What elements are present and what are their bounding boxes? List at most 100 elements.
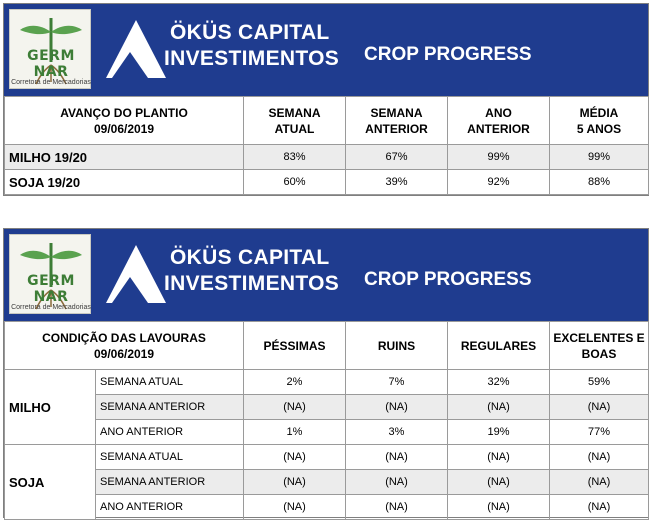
mountain-logo-icon [106, 245, 166, 303]
table-cell: 77% [549, 419, 649, 445]
table-cell: 32% [447, 369, 550, 395]
table-header-row: AVANÇO DO PLANTIO 09/06/2019 SEMANA ATUAL… [4, 96, 649, 145]
table-row: SOJA 19/20 60% 39% 92% 88% [4, 169, 649, 195]
column-header-line1: SEMANA [370, 105, 423, 120]
table-cell: (NA) [447, 469, 550, 495]
table-cell: (NA) [345, 494, 448, 520]
table-row: SOJA SEMANA ATUAL (NA) (NA) (NA) (NA) [4, 444, 649, 520]
column-header: SEMANA ANTERIOR [345, 96, 448, 145]
brand-subname: INVESTIMENTOS [164, 272, 340, 295]
logo-subtitle: Corretora de Mercadorias [11, 79, 91, 86]
column-header: EXCELENTES E BOAS [549, 321, 649, 370]
column-header: REGULARES [447, 321, 550, 370]
crop-condition-table: CONDIÇÃO DAS LAVOURAS 09/06/2019 PÉSSIMA… [4, 321, 649, 520]
table-row: SEMANA ANTERIOR (NA) (NA) (NA) (NA) [5, 469, 649, 495]
column-header-line1: REGULARES [460, 338, 537, 353]
brand-name: ÖKÜS CAPITAL [170, 21, 330, 44]
table-cell: (NA) [243, 394, 346, 420]
table-cell: 3% [345, 419, 448, 445]
table-row: ANO ANTERIOR (NA) (NA) (NA) (NA) [5, 494, 649, 520]
logo-word: GERM NAR [27, 48, 75, 80]
table-header-row: CONDIÇÃO DAS LAVOURAS 09/06/2019 PÉSSIMA… [4, 321, 649, 370]
table-cell: (NA) [345, 394, 448, 420]
planting-progress-panel: GERM NAR Corretora de Mercadorias ÖKÜS C… [3, 3, 649, 196]
table-cell: (NA) [243, 494, 346, 520]
table-cell: 19% [447, 419, 550, 445]
table-row: SEMANA ANTERIOR (NA) (NA) (NA) (NA) [5, 394, 649, 420]
column-header-line2: 5 ANOS [576, 121, 622, 136]
table-cell: 88% [549, 169, 649, 195]
planting-progress-table: AVANÇO DO PLANTIO 09/06/2019 SEMANA ATUAL… [4, 96, 649, 195]
table-cell: 59% [549, 369, 649, 395]
header-label-line1: AVANÇO DO PLANTIO [60, 105, 188, 120]
row-label: SEMANA ANTERIOR [95, 394, 244, 420]
brand-name: ÖKÜS CAPITAL [170, 246, 330, 269]
column-header-line2: BOAS [581, 346, 617, 361]
row-label: ANO ANTERIOR [95, 419, 244, 445]
row-label: MILHO 19/20 [4, 144, 244, 170]
table-cell: (NA) [549, 469, 649, 495]
table-cell: 92% [447, 169, 550, 195]
table-cell: 39% [345, 169, 448, 195]
column-header: ANO ANTERIOR [447, 96, 550, 145]
column-header-line1: EXCELENTES E [553, 330, 645, 345]
row-label: ANO ANTERIOR [95, 494, 244, 520]
table-cell: (NA) [549, 494, 649, 520]
table-row: MILHO 19/20 83% 67% 99% 99% [4, 144, 649, 170]
column-header-line2: ANTERIOR [467, 121, 530, 136]
germinar-logo: GERM NAR Corretora de Mercadorias [9, 9, 91, 89]
row-label: SEMANA ANTERIOR [95, 469, 244, 495]
group-label: SOJA [4, 444, 96, 520]
table-row: ANO ANTERIOR 1% 3% 19% 77% [5, 419, 649, 445]
table-cell: 99% [549, 144, 649, 170]
brand-subname: INVESTIMENTOS [164, 47, 340, 70]
table-header-label: CONDIÇÃO DAS LAVOURAS 09/06/2019 [4, 321, 244, 370]
header-banner: GERM NAR Corretora de Mercadorias ÖKÜS C… [4, 229, 648, 321]
table-cell: 60% [243, 169, 346, 195]
table-cell: (NA) [549, 394, 649, 420]
column-header-line1: RUINS [377, 338, 416, 353]
column-header: PÉSSIMAS [243, 321, 346, 370]
header-label-line1: CONDIÇÃO DAS LAVOURAS [42, 330, 206, 345]
table-header-label: AVANÇO DO PLANTIO 09/06/2019 [4, 96, 244, 145]
header-label-line2: 09/06/2019 [93, 346, 155, 361]
row-label: SEMANA ATUAL [95, 369, 244, 395]
group-label: MILHO [4, 369, 96, 445]
table-cell: 99% [447, 144, 550, 170]
column-header-line2: ATUAL [274, 121, 315, 136]
banner-title: CROP PROGRESS [364, 44, 532, 65]
column-header-line1: MÉDIA [579, 105, 619, 120]
header-banner: GERM NAR Corretora de Mercadorias ÖKÜS C… [4, 4, 648, 96]
column-header-line1: PÉSSIMAS [263, 338, 326, 353]
sprout-icon [20, 243, 82, 310]
table-cell: (NA) [447, 444, 550, 470]
table-row: MILHO SEMANA ATUAL 2% 7% 32% 59% [4, 369, 649, 445]
mountain-logo-icon [106, 20, 166, 78]
table-cell: (NA) [243, 469, 346, 495]
column-header-line1: SEMANA [268, 105, 321, 120]
table-cell: (NA) [447, 494, 550, 520]
logo-subtitle: Corretora de Mercadorias [11, 304, 91, 311]
column-header: SEMANA ATUAL [243, 96, 346, 145]
table-cell: 2% [243, 369, 346, 395]
column-header-line2: ANTERIOR [365, 121, 428, 136]
germinar-logo: GERM NAR Corretora de Mercadorias [9, 234, 91, 314]
table-cell: 7% [345, 369, 448, 395]
table-cell: 83% [243, 144, 346, 170]
table-cell: (NA) [345, 469, 448, 495]
column-header: RUINS [345, 321, 448, 370]
column-header: MÉDIA 5 ANOS [549, 96, 649, 145]
table-cell: (NA) [243, 444, 346, 470]
column-header-line1: ANO [485, 105, 512, 120]
banner-title: CROP PROGRESS [364, 269, 532, 290]
table-cell: 1% [243, 419, 346, 445]
row-label: SOJA 19/20 [4, 169, 244, 195]
table-cell: (NA) [345, 444, 448, 470]
table-cell: 67% [345, 144, 448, 170]
header-label-line2: 09/06/2019 [93, 121, 155, 136]
table-cell: (NA) [447, 394, 550, 420]
table-cell: (NA) [549, 444, 649, 470]
row-label: SEMANA ATUAL [95, 444, 244, 470]
sprout-icon [20, 18, 82, 85]
logo-word: GERM NAR [27, 273, 75, 305]
